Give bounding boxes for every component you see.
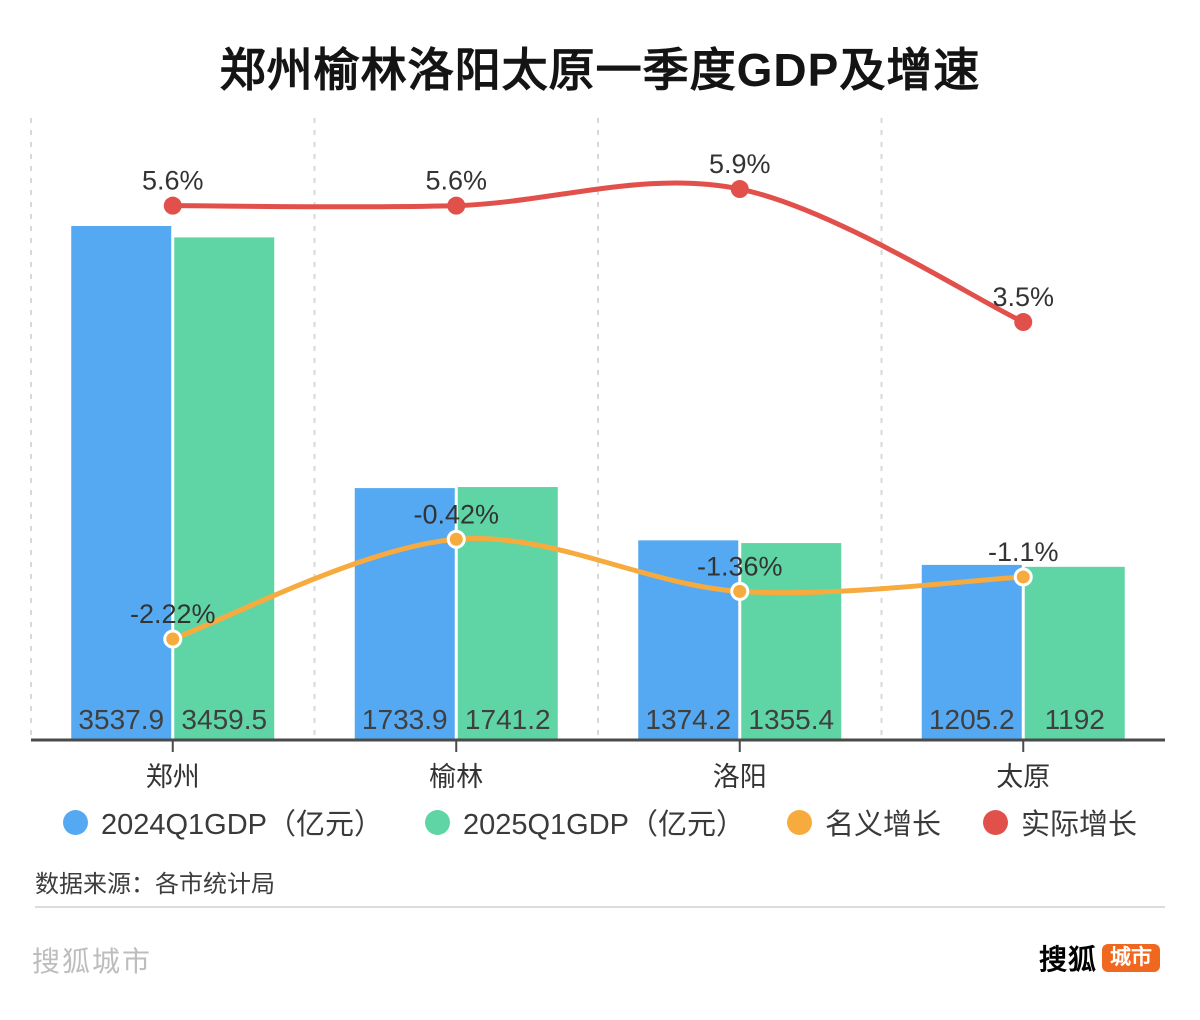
bar-gdp-2024-榆林 (354, 488, 455, 740)
real-growth-marker (447, 196, 466, 215)
logo-city-badge: 城市 (1102, 944, 1160, 972)
legend-label: 名义增长 (825, 809, 942, 841)
nominal-growth-point-label: -1.1% (988, 537, 1059, 567)
real-growth-point-label: 3.5% (992, 282, 1054, 312)
bar-gdp-2025-太原 (1024, 566, 1125, 740)
nominal-growth-point-label: -1.36% (697, 551, 783, 581)
real-growth-marker (1014, 313, 1033, 332)
legend-item-0: 2024Q1GDP（亿元） (62, 801, 383, 843)
bar-gdp-2025-榆林 (457, 487, 558, 740)
legend-dot-icon (787, 809, 813, 835)
bar-value-label: 1733.9 (362, 704, 448, 735)
nominal-growth-marker (446, 529, 466, 549)
bar-gdp-2024-太原 (921, 564, 1022, 740)
nominal-growth-point-label: -0.42% (413, 499, 499, 529)
chart-legend: 2024Q1GDP（亿元） 2025Q1GDP（亿元） 名义增长 实际增长 (0, 801, 1200, 843)
bar-gdp-2024-郑州 (71, 226, 172, 740)
bar-value-label: 3537.9 (78, 704, 164, 735)
real-growth-line (170, 180, 1026, 325)
nominal-growth-point-label: -2.22% (130, 599, 216, 629)
legend-item-1: 2025Q1GDP（亿元） (424, 801, 746, 843)
legend-dot-icon (62, 809, 88, 835)
x-axis-label-榆林: 榆林 (429, 762, 483, 792)
legend-label: 实际增长 (1021, 809, 1138, 841)
nominal-growth-marker (730, 581, 750, 601)
bar-value-label: 1192 (1045, 704, 1105, 735)
legend-item-3: 实际增长 (983, 801, 1137, 843)
real-growth-marker (730, 180, 749, 199)
logo-sohu-text: 搜狐 (1038, 944, 1097, 975)
nominal-growth-line (170, 536, 1026, 642)
x-axis-label-洛阳: 洛阳 (713, 762, 767, 792)
sohu-city-logo: 搜狐 城市 (1039, 938, 1160, 978)
legend-dot-icon (983, 809, 1009, 835)
bar-value-label: 3459.5 (181, 704, 267, 735)
nominal-growth-marker (163, 629, 183, 649)
bar-value-label: 1205.2 (929, 704, 1015, 735)
data-source: 数据来源：各市统计局 (35, 871, 275, 898)
gdp-combo-chart: 3537.9 1733.9 1374.2 1205.2 3459.5 1741.2 1355… (30, 118, 1165, 792)
legend-label: 2025Q1GDP（亿元） (462, 809, 746, 841)
real-growth-point-label: 5.6% (425, 166, 487, 196)
x-axis-label-郑州: 郑州 (146, 762, 200, 792)
nominal-growth-marker (1013, 567, 1033, 587)
real-growth-marker (163, 196, 182, 215)
bar-value-label: 1741.2 (465, 704, 551, 735)
bar-value-label: 1374.2 (645, 704, 731, 735)
bar-value-label: 1355.4 (748, 704, 834, 735)
chart-title: 郑州榆林洛阳太原一季度GDP及增速 (219, 44, 981, 96)
watermark-sohu-city: 搜狐城市 (32, 946, 153, 977)
bar-gdp-2025-郑州 (174, 237, 275, 740)
legend-dot-icon (424, 809, 450, 835)
x-axis-label-太原: 太原 (996, 762, 1050, 792)
real-growth-point-label: 5.6% (142, 166, 204, 196)
legend-item-2: 名义增长 (787, 801, 941, 843)
bar-gdp-2025-洛阳 (741, 543, 842, 740)
divider-line (35, 906, 1165, 908)
real-growth-point-label: 5.9% (709, 149, 771, 179)
legend-label: 2024Q1GDP（亿元） (100, 809, 383, 841)
